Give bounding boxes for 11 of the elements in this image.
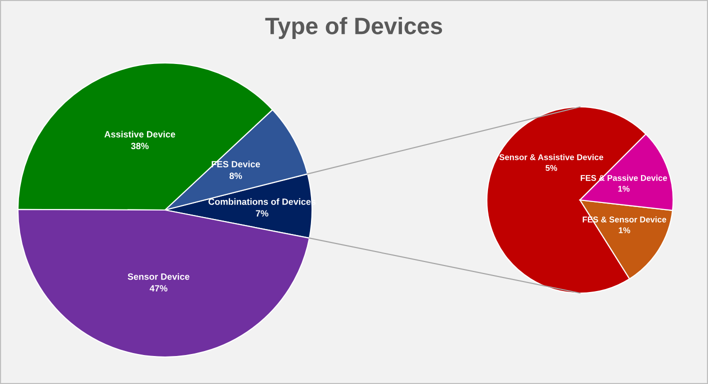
data-label: 8% <box>230 172 242 180</box>
slice-label: Assistive Device <box>104 130 176 138</box>
chart-title: Type of Devices <box>265 16 442 40</box>
data-label: 47% <box>150 285 168 292</box>
data-label: 1% <box>618 227 630 234</box>
data-label: 1% <box>618 186 630 192</box>
slice-label: Sensor & Assistive Device <box>499 154 604 160</box>
data-label: 38% <box>131 142 149 150</box>
data-label: 7% <box>256 210 268 217</box>
data-label: 5% <box>546 165 558 171</box>
slice-label: Sensor Device <box>128 273 190 280</box>
